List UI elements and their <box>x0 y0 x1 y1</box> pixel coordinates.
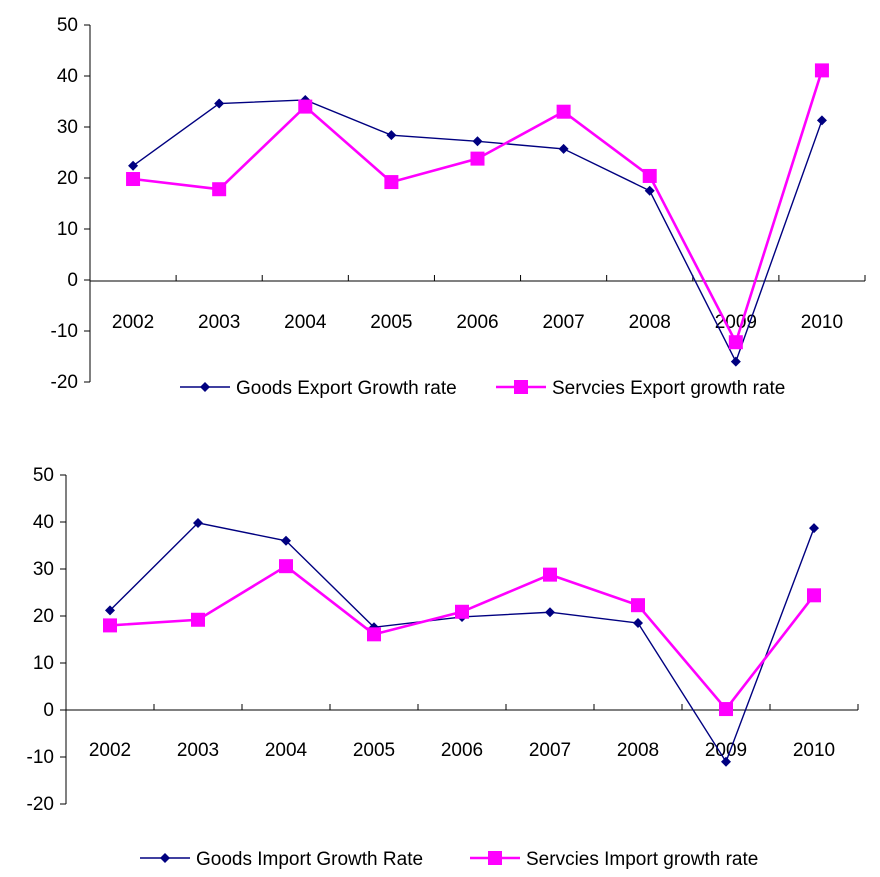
y-tick-label: 40 <box>57 66 78 87</box>
legend-item-servcies-export-growth-rate: Servcies Export growth rate <box>496 378 785 399</box>
legend-label: Servcies Import growth rate <box>526 849 758 870</box>
data-point <box>212 182 227 197</box>
data-point <box>191 612 205 627</box>
series-goods-import-growth-rate <box>105 517 819 767</box>
data-point <box>543 567 557 582</box>
data-point <box>730 356 741 367</box>
series-servcies-export-growth-rate <box>126 63 829 350</box>
y-tick-label: -20 <box>51 372 78 393</box>
data-point <box>642 168 657 183</box>
legend-item-servcies-import-growth-rate: Servcies Import growth rate <box>470 849 758 870</box>
x-tick-label-2010: 2010 <box>793 740 835 761</box>
data-point <box>644 185 655 196</box>
y-tick-label: 0 <box>67 270 78 291</box>
data-point <box>719 702 733 717</box>
data-point <box>193 517 203 528</box>
data-point <box>556 104 571 119</box>
data-point <box>281 535 291 546</box>
data-point <box>816 115 827 126</box>
data-point <box>631 598 645 613</box>
x-tick-label-2005: 2005 <box>353 740 395 761</box>
y-tick-label: 20 <box>33 606 54 627</box>
data-point <box>809 523 819 534</box>
data-point <box>558 143 569 154</box>
legend-label: Goods Export Growth rate <box>236 378 457 399</box>
y-tick-label: -10 <box>27 747 54 768</box>
y-tick-label: 0 <box>43 700 54 721</box>
series-line-servcies-export-growth-rate <box>132 69 824 346</box>
legend-label: Servcies Export growth rate <box>552 378 785 399</box>
data-point <box>386 130 397 141</box>
x-tick-label-2002: 2002 <box>112 312 154 333</box>
legend: Goods Import Growth Rate Servcies Import … <box>140 849 758 870</box>
x-tick-label-2008: 2008 <box>629 312 671 333</box>
series-line-servcies-import-growth-rate <box>109 564 816 712</box>
x-tick-label-2007: 2007 <box>542 312 584 333</box>
data-point <box>807 588 821 603</box>
y-tick-label: -10 <box>51 321 78 342</box>
x-tick-label-2008: 2008 <box>617 740 659 761</box>
x-tick-label-2007: 2007 <box>529 740 571 761</box>
x-tick-label-2009: 2009 <box>715 312 757 333</box>
y-tick-label: 50 <box>57 15 78 36</box>
y-tick-label: 10 <box>57 219 78 240</box>
y-tick-label: 30 <box>33 559 54 580</box>
data-point <box>814 63 829 78</box>
data-point <box>728 335 743 350</box>
legend-item-goods-import-growth-rate: Goods Import Growth Rate <box>140 849 423 870</box>
legend-marker <box>160 853 170 863</box>
data-point <box>128 160 139 171</box>
y-tick-label: 10 <box>33 653 54 674</box>
data-point <box>545 607 555 618</box>
y-tick-label: 40 <box>33 512 54 533</box>
y-tick-label: -20 <box>27 794 54 815</box>
legend-item-goods-export-growth-rate: Goods Export Growth rate <box>180 378 457 399</box>
x-tick-label-2004: 2004 <box>284 312 327 333</box>
y-tick-label: 50 <box>33 465 54 486</box>
x-tick-label-2010: 2010 <box>801 312 843 333</box>
series-line-goods-import-growth-rate <box>109 522 815 764</box>
data-point <box>470 151 485 166</box>
data-point <box>367 627 381 642</box>
x-tick-label-2006: 2006 <box>456 312 498 333</box>
x-tick-label-2005: 2005 <box>370 312 412 333</box>
legend: Goods Export Growth rate Servcies Export … <box>180 378 785 399</box>
legend-marker <box>200 382 210 392</box>
data-point <box>214 98 225 109</box>
data-point <box>105 605 115 616</box>
x-tick-label-2002: 2002 <box>89 740 131 761</box>
x-tick-label-2003: 2003 <box>198 312 240 333</box>
data-point <box>279 559 293 574</box>
data-point <box>633 618 643 629</box>
x-tick-label-2004: 2004 <box>265 740 308 761</box>
legend-marker <box>514 380 528 394</box>
data-point <box>721 756 731 767</box>
data-point <box>455 604 469 619</box>
data-point <box>126 172 141 187</box>
series-servcies-import-growth-rate <box>103 559 821 717</box>
x-tick-label-2003: 2003 <box>177 740 219 761</box>
legend-label: Goods Import Growth Rate <box>196 849 423 870</box>
data-point <box>103 618 117 633</box>
legend-marker <box>488 851 502 865</box>
y-tick-label: 30 <box>57 117 78 138</box>
y-tick-label: 20 <box>57 168 78 189</box>
x-tick-label-2006: 2006 <box>441 740 483 761</box>
data-point <box>298 99 313 114</box>
data-point <box>472 136 483 147</box>
data-point <box>384 175 399 190</box>
